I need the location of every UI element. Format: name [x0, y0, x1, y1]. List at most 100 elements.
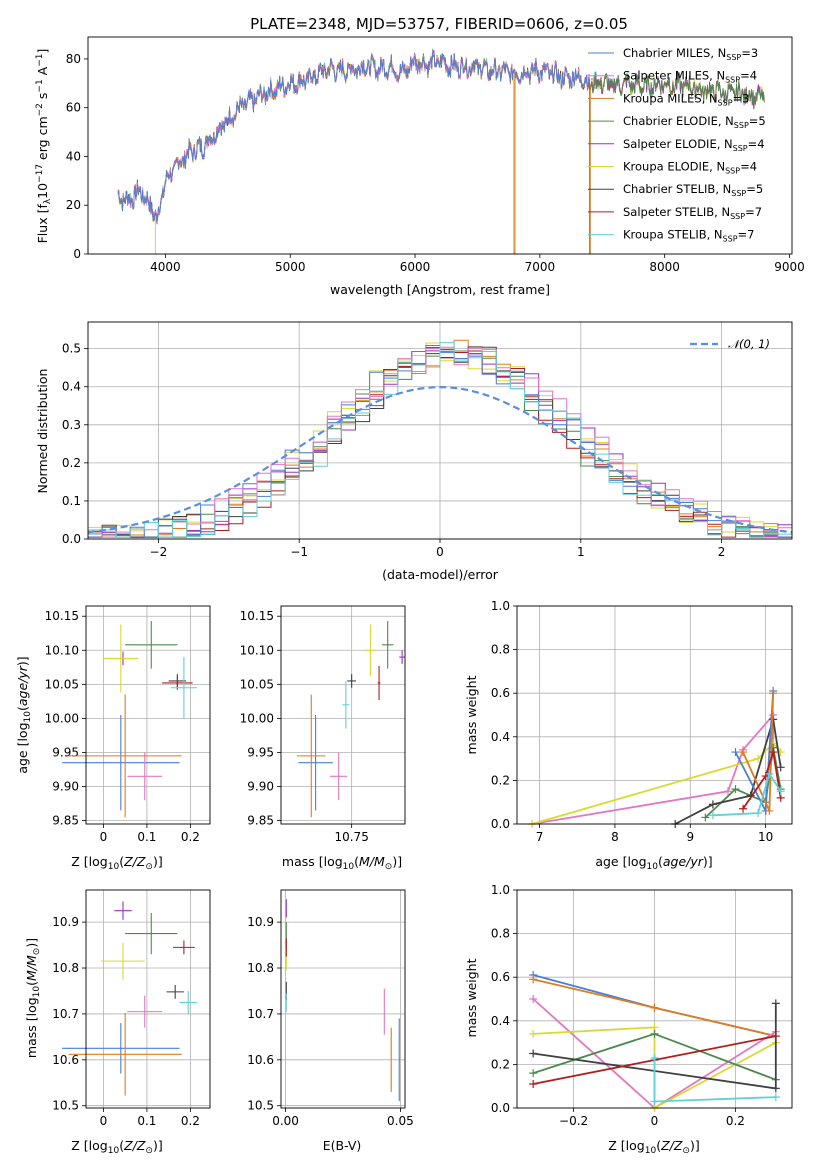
spectrum-xlabel: wavelength [Angstrom, rest frame] [330, 282, 550, 297]
legend-label-kroupa_elodie: Kroupa ELODIE, NSSP=4 [623, 160, 757, 176]
panel-frame [85, 605, 211, 825]
wAge-ylabel: mass weight [464, 675, 479, 754]
weight-marker-kroupa_stelib [650, 1097, 659, 1106]
y-tick-label: 9.85 [52, 814, 79, 828]
y-tick-label: 0.1 [62, 494, 81, 508]
weight-line-kroupa_stelib [712, 771, 782, 817]
x-tick-label: 2 [718, 545, 726, 559]
mass-vs-ebv-panel: 0.00 0.05 10.5 10.6 10.7 10.8 10.9 [247, 889, 414, 1128]
spectrum-axes: 4000 5000 6000 7000 8000 9000 0 20 40 60 80 [66, 52, 805, 274]
y-tick-label: 0.3 [62, 418, 81, 432]
y-tick-label: 10.6 [52, 1053, 79, 1067]
ageM-xlabel: mass [log10(M/M⊙)] [282, 854, 402, 872]
y-tick-label: 0.2 [491, 773, 510, 787]
wZ-xlabel: Z [log10(Z/Z⊙)] [608, 1138, 699, 1156]
y-tick-label: 0.5 [62, 342, 81, 356]
weight-marker-kroupa_stelib [776, 787, 785, 796]
weight-line-salpeter_stelib [742, 751, 782, 810]
residual-xlabel: (data-model)/error [382, 567, 499, 582]
y-tick-label: 10.10 [45, 643, 79, 657]
mZ-xlabel: Z [log10(Z/Z⊙)] [71, 1138, 162, 1156]
mass-vs-Z-panel: 0 0.1 0.2 10.5 10.6 10.7 10.8 10.9 [52, 889, 211, 1128]
ageZ-xlabel: Z [log10(Z/Z⊙)] [71, 854, 162, 872]
x-tick-label: 4000 [150, 260, 181, 274]
y-tick-label: 10.5 [52, 1099, 79, 1113]
panel-frame [280, 605, 406, 825]
weight-marker-kroupa_miles [650, 1003, 659, 1012]
x-tick-label: 10.75 [334, 830, 368, 844]
y-tick-label: 9.95 [247, 745, 274, 759]
gauss-curve [87, 385, 793, 534]
spectrum-line-salpeter_miles [117, 49, 591, 223]
x-tick-label: 0.2 [181, 830, 200, 844]
figure-title: PLATE=2348, MJD=53757, FIBERID=0606, z=0… [250, 15, 628, 33]
y-tick-label: 10.05 [240, 677, 274, 691]
y-tick-label: 10.9 [247, 915, 274, 929]
y-tick-label: 1.0 [491, 599, 510, 613]
y-tick-label: 0.0 [491, 817, 510, 831]
age-vs-Z-panel: 0 0.1 0.2 9.85 9.90 9.95 10.00 10.05 10.10 10.15 [45, 605, 211, 844]
x-tick-label: 9 [686, 830, 694, 844]
y-tick-label: 0.2 [491, 1057, 510, 1071]
x-tick-label: 0.2 [726, 1114, 745, 1128]
x-tick-label: 10 [758, 830, 773, 844]
y-tick-label: 0.4 [491, 1014, 510, 1028]
weight-marker-salpeter_stelib [771, 1032, 780, 1041]
y-tick-label: 10.5 [247, 1099, 274, 1113]
x-tick-label: 0.05 [387, 1114, 414, 1128]
legend-label-salpeter_elodie: Salpeter ELODIE, NSSP=4 [623, 137, 765, 153]
age-vs-mass-panel: 10.75 9.85 9.90 9.95 10.00 10.05 10.10 10.15 [240, 605, 406, 844]
weight-marker-salpeter_stelib [739, 804, 748, 813]
y-tick-label: 0.4 [62, 380, 81, 394]
y-tick-label: 0.0 [491, 1101, 510, 1115]
weight-marker-kroupa_miles [529, 975, 538, 984]
y-tick-label: 1.0 [491, 883, 510, 897]
weight-marker-kroupa_miles [739, 748, 748, 757]
wAge-xlabel: age [log10(age/yr)] [595, 854, 712, 872]
weight-marker-kroupa_miles [765, 806, 774, 815]
x-tick-label: −1 [290, 545, 308, 559]
y-tick-label: 0.6 [491, 686, 510, 700]
spectrum-panel: 4000 5000 6000 7000 8000 9000 0 20 40 60 80 wavele… [35, 36, 805, 297]
weight-marker-chabrier_stelib [776, 763, 785, 772]
weight-marker-salpeter_stelib [769, 748, 778, 757]
weight-marker-kroupa_miles [769, 689, 778, 698]
y-tick-label: 0.8 [491, 927, 510, 941]
x-tick-label: 0.2 [181, 1114, 200, 1128]
ageZ-ylabel: age [log10(age/yr)] [15, 656, 33, 773]
residual-panel: −2 −1 0 1 2 0.0 0.1 0.2 0.3 0.4 0.5 𝒩(0, 1) (data-… [35, 321, 793, 582]
weight-line-salpeter_miles [531, 712, 775, 825]
weight-marker-chabrier_elodie [650, 1029, 659, 1038]
y-tick-label: 80 [66, 52, 81, 66]
x-tick-label: 0 [651, 1114, 659, 1128]
weight-marker-salpeter_miles [723, 787, 732, 796]
weight-marker-salpeter_miles [529, 995, 538, 1003]
x-tick-label: 5000 [275, 260, 306, 274]
y-tick-label: 10.6 [247, 1053, 274, 1067]
y-tick-label: 0.6 [491, 970, 510, 984]
x-tick-label: 8 [611, 830, 619, 844]
y-tick-label: 0.2 [62, 456, 81, 470]
y-tick-label: 9.85 [247, 814, 274, 828]
legend-label-chabrier_elodie: Chabrier ELODIE, NSSP=5 [623, 114, 766, 130]
weight-marker-chabrier_stelib [529, 1049, 538, 1058]
weight-marker-chabrier_elodie [529, 1069, 538, 1078]
residual-axes: −2 −1 0 1 2 0.0 0.1 0.2 0.3 0.4 0.5 [62, 322, 792, 559]
y-tick-label: 0.0 [62, 532, 81, 546]
legend-label-salpeter_miles: Salpeter MILES, NSSP=4 [623, 69, 757, 85]
x-tick-label: −0.2 [559, 1114, 588, 1128]
x-tick-label: 8000 [649, 260, 680, 274]
x-tick-label: 0 [436, 545, 444, 559]
weight-marker-kroupa_stelib [765, 769, 774, 778]
y-tick-label: 60 [66, 101, 81, 115]
mZ-ylabel: mass [log10(M/M⊙)] [24, 938, 42, 1058]
x-tick-label: 0.00 [272, 1114, 299, 1128]
spectrum-frame [87, 36, 793, 255]
panel-frame [280, 889, 406, 1109]
y-tick-label: 10.00 [45, 711, 79, 725]
weight-marker-kroupa_elodie [529, 1029, 538, 1038]
x-tick-label: 0 [100, 1114, 108, 1128]
y-tick-label: 10.10 [240, 643, 274, 657]
y-tick-label: 20 [66, 198, 81, 212]
